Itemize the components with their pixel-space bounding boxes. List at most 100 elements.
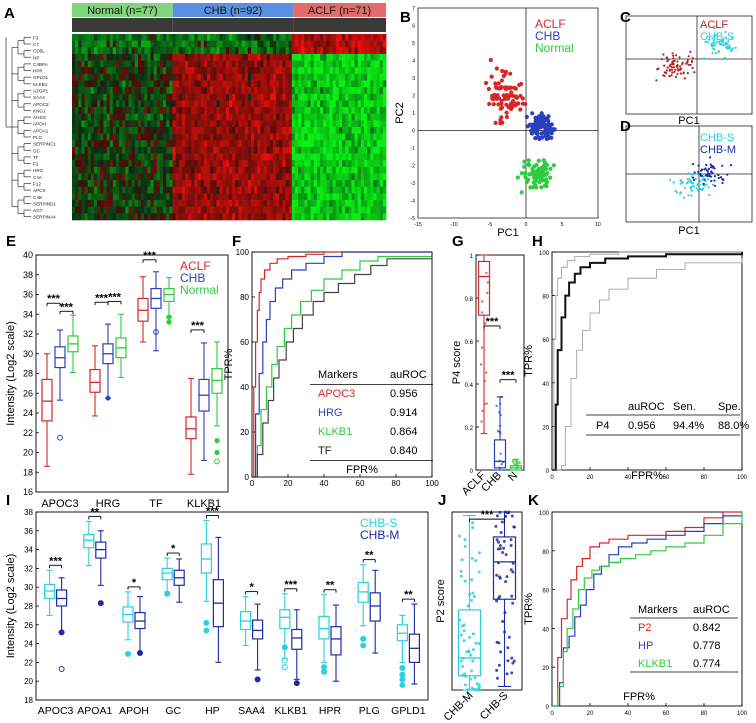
heatmap-cell — [288, 120, 293, 128]
heatmap-cell — [203, 53, 208, 61]
heatmap-cell — [238, 160, 242, 168]
heatmap-cell — [115, 173, 120, 181]
heatmap-cell — [354, 80, 359, 88]
heatmap-cell — [191, 173, 195, 181]
heatmap-cell — [125, 173, 129, 181]
roc-line-hrg — [252, 251, 432, 478]
heatmap-cell — [90, 213, 95, 221]
heatmap-cell — [272, 200, 277, 208]
data-point — [497, 641, 501, 645]
auroc-value: 0.778 — [693, 640, 721, 652]
heatmap-cell — [72, 153, 76, 161]
heatmap-cell — [150, 120, 155, 128]
heatmap-cell — [191, 160, 195, 168]
heatmap-cell — [244, 213, 249, 221]
heatmap-cell — [291, 113, 296, 121]
heatmap-cell — [326, 40, 330, 48]
heatmap-cell — [112, 93, 117, 101]
data-point — [459, 569, 463, 573]
heatmap-cell — [332, 206, 337, 214]
heatmap-cell — [257, 140, 261, 148]
heatmap-cell — [288, 127, 293, 134]
pca-point — [702, 187, 705, 190]
heatmap-cell — [137, 87, 142, 95]
heatmap-cell — [360, 60, 365, 68]
heatmap-cell — [97, 127, 101, 134]
heatmap-cell — [348, 127, 352, 134]
heatmap-cell — [294, 34, 299, 41]
heatmap-cell — [269, 113, 274, 121]
heatmap-cell — [112, 153, 117, 161]
heatmap-cell — [279, 113, 283, 121]
y-tick: 0.2 — [465, 426, 474, 432]
pca-point — [499, 101, 504, 106]
heatmap-cell — [335, 160, 340, 168]
pca-point — [676, 191, 679, 194]
heatmap-cell — [159, 193, 164, 201]
heatmap-cell — [141, 80, 145, 88]
heatmap-cell — [254, 93, 258, 101]
heatmap-cell — [191, 193, 195, 201]
heatmap-cell — [379, 53, 384, 61]
heatmap-cell — [200, 73, 205, 81]
heatmap-cell — [106, 180, 111, 188]
heatmap-cell — [376, 47, 381, 55]
heatmap-cell — [370, 160, 374, 168]
heatmap-cell — [93, 173, 98, 181]
heatmap-cell — [197, 160, 202, 168]
heatmap-cell — [100, 200, 104, 208]
heatmap-cell — [163, 166, 167, 174]
heatmap-cell — [78, 140, 82, 148]
heatmap-cell — [307, 34, 312, 41]
table-header: Sen. — [673, 401, 696, 413]
heatmap-cell — [191, 140, 195, 148]
heatmap-cell — [213, 206, 217, 214]
heatmap-cell — [137, 146, 142, 154]
heatmap-cell — [178, 34, 183, 41]
data-point — [501, 551, 505, 555]
heatmap-cell — [232, 93, 236, 101]
heatmap-cell — [200, 47, 205, 55]
heatmap-cell — [131, 113, 136, 121]
heatmap-cell — [348, 160, 352, 168]
heatmap-cell — [97, 213, 101, 221]
sig-label: ** — [326, 580, 335, 592]
heatmap-cell — [279, 213, 283, 221]
heatmap-cell — [342, 127, 346, 134]
heatmap-cell — [367, 200, 371, 208]
heatmap-cell — [263, 53, 268, 61]
heatmap-cell — [119, 133, 123, 141]
x-tick: 0 — [525, 222, 528, 228]
heatmap-cell — [332, 60, 337, 68]
heatmap-cell — [247, 34, 252, 41]
heatmap-cell — [316, 120, 321, 128]
pca-point — [719, 176, 723, 179]
heatmap-cell — [301, 186, 305, 194]
heatmap-cell — [260, 166, 264, 174]
heatmap-cell — [93, 87, 98, 95]
pca-point — [534, 131, 539, 136]
heatmap-cell — [348, 173, 352, 181]
heatmap-cell — [269, 34, 274, 41]
heatmap-cell — [364, 47, 368, 55]
heatmap-cell — [210, 40, 214, 48]
heatmap-cell — [169, 133, 173, 141]
heatmap-cell — [304, 47, 308, 55]
heatmap-cell — [294, 200, 299, 208]
heatmap-cell — [147, 160, 151, 168]
heatmap-cell — [316, 40, 321, 48]
heatmap-cell — [159, 93, 164, 101]
heatmap-cell — [364, 80, 368, 88]
heatmap-cell — [247, 206, 252, 214]
heatmap-cell — [232, 73, 236, 81]
heatmap-cell — [335, 127, 340, 134]
heatmap-cell — [238, 34, 242, 41]
heatmap-cell — [106, 93, 111, 101]
heatmap-cell — [354, 113, 359, 121]
legend-chb-s: CHB-S — [700, 132, 734, 144]
heatmap-cell — [210, 213, 214, 221]
x-tick: KLKB1 — [274, 705, 307, 717]
heatmap-cell — [279, 180, 283, 188]
pca-point — [527, 172, 532, 177]
heatmap-cell — [75, 186, 79, 194]
